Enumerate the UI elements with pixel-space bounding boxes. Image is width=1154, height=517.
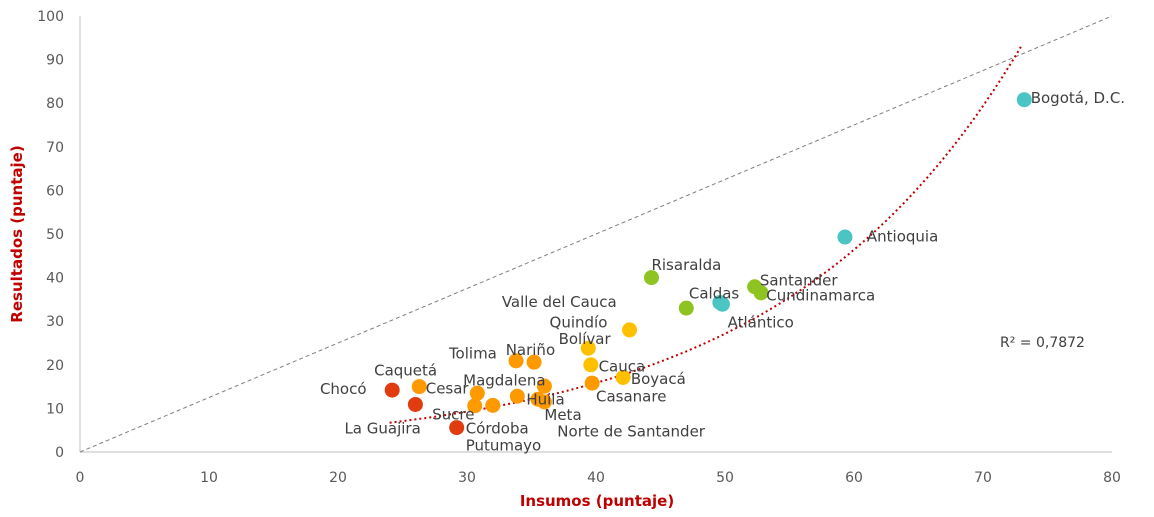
data-point: [1016, 92, 1032, 108]
point-label: Cundinamarca: [766, 286, 875, 304]
y-tick-labels: 0 10 20 30 40 50 60 70 80 90 100: [37, 9, 64, 461]
data-point: [580, 340, 596, 356]
data-point: [508, 353, 524, 369]
y-tick-label: 30: [46, 314, 64, 330]
data-point: [536, 378, 552, 394]
y-tick-label: 0: [55, 445, 64, 461]
y-tick-label: 40: [46, 271, 64, 287]
data-point: [678, 300, 694, 316]
data-point: [714, 296, 730, 312]
data-point: [526, 354, 542, 370]
y-tick-label: 50: [46, 227, 64, 243]
x-tick-label: 30: [458, 470, 476, 486]
data-point: [411, 379, 427, 395]
y-tick-label: 90: [46, 53, 64, 69]
point-label: Boyacá: [631, 370, 686, 388]
data-point: [583, 357, 599, 373]
data-point: [384, 382, 400, 398]
point-label: Cauca: [599, 357, 646, 375]
x-tick-label: 10: [200, 470, 218, 486]
x-tick-label: 70: [974, 470, 992, 486]
data-point: [449, 420, 465, 436]
data-point: [469, 385, 485, 401]
reference-diagonal-line: [79, 15, 1113, 453]
y-tick-label: 80: [46, 96, 64, 112]
y-tick-label: 100: [37, 9, 64, 25]
point-labels: Bogotá, D.C.AntioquiaRisaraldaSantanderC…: [320, 89, 1125, 454]
data-point: [536, 394, 552, 410]
axes: [79, 16, 1112, 453]
x-tick-labels: 0 10 20 30 40 50 60 70 80: [76, 470, 1121, 486]
point-label: Córdoba: [466, 419, 529, 437]
point-label: Norte de Santander: [557, 423, 706, 441]
y-axis-title: Resultados (puntaje): [8, 145, 26, 322]
point-label: Magdalena: [463, 372, 545, 390]
point-label: Bogotá, D.C.: [1031, 89, 1125, 107]
point-label: Antioquia: [867, 227, 938, 245]
point-label: Quindío: [550, 313, 608, 331]
data-point: [509, 388, 525, 404]
point-label: La Guajira: [344, 419, 420, 437]
point-label: Meta: [544, 406, 581, 424]
data-point: [485, 397, 501, 413]
point-label: Bolívar: [559, 330, 612, 348]
point-label: Santander: [760, 271, 839, 289]
point-label: Valle del Cauca: [502, 293, 617, 311]
r-squared-label: R² = 0,7872: [1000, 335, 1085, 351]
x-axis-title: Insumos (puntaje): [520, 492, 674, 510]
point-label: Chocó: [320, 380, 367, 398]
data-point: [407, 396, 423, 412]
point-label: Atlántico: [728, 314, 794, 332]
point-label: Nariño: [506, 341, 555, 359]
point-label: Caquetá: [374, 361, 437, 379]
y-tick-label: 20: [46, 358, 64, 374]
point-label: Tolima: [448, 345, 497, 363]
point-label: Huila: [526, 390, 564, 408]
data-point: [753, 285, 769, 301]
x-tick-label: 80: [1103, 470, 1121, 486]
data-point: [837, 229, 853, 245]
y-tick-label: 70: [46, 140, 64, 156]
x-tick-label: 50: [716, 470, 734, 486]
y-tick-label: 60: [46, 183, 64, 199]
point-label: Caldas: [689, 285, 740, 303]
data-point: [622, 322, 638, 338]
x-tick-label: 60: [845, 470, 863, 486]
x-tick-label: 40: [587, 470, 605, 486]
point-label: Cesar: [426, 380, 470, 398]
point-label: Sucre: [432, 406, 474, 424]
data-points: [384, 92, 1032, 436]
data-point: [467, 398, 483, 414]
x-tick-label: 0: [76, 470, 85, 486]
data-point: [643, 270, 659, 286]
y-tick-label: 10: [46, 401, 64, 417]
x-tick-label: 20: [329, 470, 347, 486]
point-label: Putumayo: [466, 436, 542, 454]
data-point: [584, 375, 600, 391]
data-point: [615, 369, 631, 385]
point-label: Casanare: [596, 387, 666, 405]
point-label: Risaralda: [651, 256, 721, 274]
